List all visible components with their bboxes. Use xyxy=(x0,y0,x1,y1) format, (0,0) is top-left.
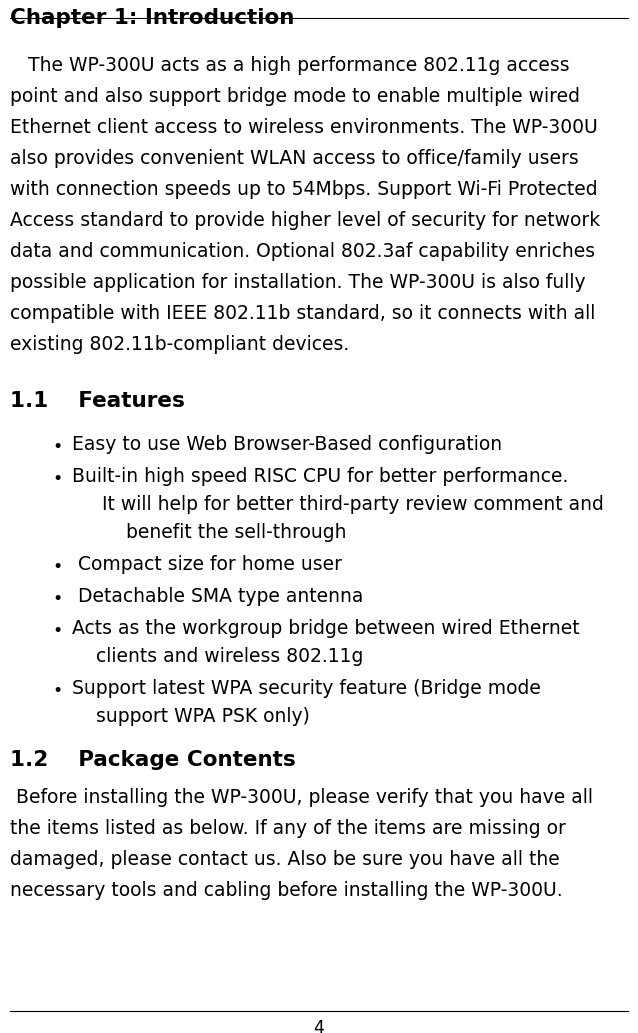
Text: Before installing the WP-300U, please verify that you have all: Before installing the WP-300U, please ve… xyxy=(10,788,593,807)
Text: also provides convenient WLAN access to office/family users: also provides convenient WLAN access to … xyxy=(10,149,579,168)
Text: 1.2    Package Contents: 1.2 Package Contents xyxy=(10,751,296,771)
Text: Acts as the workgroup bridge between wired Ethernet: Acts as the workgroup bridge between wir… xyxy=(72,619,580,637)
Text: •: • xyxy=(52,590,63,607)
Text: existing 802.11b-compliant devices.: existing 802.11b-compliant devices. xyxy=(10,335,349,354)
Text: •: • xyxy=(52,682,63,699)
Text: clients and wireless 802.11g: clients and wireless 802.11g xyxy=(72,647,364,665)
Text: Detachable SMA type antenna: Detachable SMA type antenna xyxy=(72,587,364,605)
Text: •: • xyxy=(52,438,63,456)
Text: 4: 4 xyxy=(313,1019,325,1033)
Text: damaged, please contact us. Also be sure you have all the: damaged, please contact us. Also be sure… xyxy=(10,850,560,869)
Text: data and communication. Optional 802.3af capability enriches: data and communication. Optional 802.3af… xyxy=(10,242,595,261)
Text: the items listed as below. If any of the items are missing or: the items listed as below. If any of the… xyxy=(10,819,566,838)
Text: The WP-300U acts as a high performance 802.11g access: The WP-300U acts as a high performance 8… xyxy=(10,56,570,75)
Text: •: • xyxy=(52,622,63,639)
Text: •: • xyxy=(52,558,63,575)
Text: point and also support bridge mode to enable multiple wired: point and also support bridge mode to en… xyxy=(10,87,580,106)
Text: •: • xyxy=(52,470,63,488)
Text: possible application for installation. The WP-300U is also fully: possible application for installation. T… xyxy=(10,273,586,292)
Text: compatible with IEEE 802.11b standard, so it connects with all: compatible with IEEE 802.11b standard, s… xyxy=(10,304,595,323)
Text: Access standard to provide higher level of security for network: Access standard to provide higher level … xyxy=(10,211,600,230)
Text: 1.1    Features: 1.1 Features xyxy=(10,392,185,411)
Text: It will help for better third-party review comment and: It will help for better third-party revi… xyxy=(72,495,604,513)
Text: support WPA PSK only): support WPA PSK only) xyxy=(72,707,310,725)
Text: Easy to use Web Browser-Based configuration: Easy to use Web Browser-Based configurat… xyxy=(72,435,502,453)
Text: Ethernet client access to wireless environments. The WP-300U: Ethernet client access to wireless envir… xyxy=(10,118,598,137)
Text: Built-in high speed RISC CPU for better performance.: Built-in high speed RISC CPU for better … xyxy=(72,467,568,486)
Text: Compact size for home user: Compact size for home user xyxy=(72,555,342,573)
Text: Chapter 1: Introduction: Chapter 1: Introduction xyxy=(10,8,294,28)
Text: Support latest WPA security feature (Bridge mode: Support latest WPA security feature (Bri… xyxy=(72,679,541,697)
Text: with connection speeds up to 54Mbps. Support Wi-Fi Protected: with connection speeds up to 54Mbps. Sup… xyxy=(10,180,598,199)
Text: benefit the sell-through: benefit the sell-through xyxy=(72,523,346,541)
Text: necessary tools and cabling before installing the WP-300U.: necessary tools and cabling before insta… xyxy=(10,881,563,900)
